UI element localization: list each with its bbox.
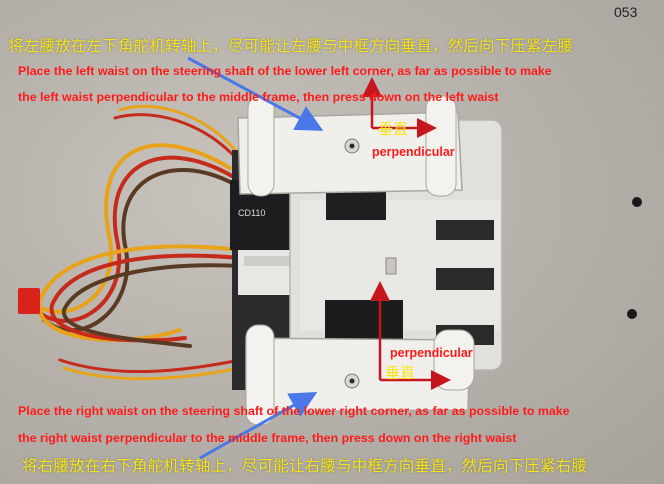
upper-perpendicular-label-chinese: 垂直 bbox=[378, 120, 409, 138]
upper-perpendicular-label-english: perpendicular bbox=[372, 145, 455, 159]
top-caption-english-line1: Place the left waist on the steering sha… bbox=[18, 64, 552, 78]
upper-blue-arrow bbox=[187, 56, 324, 131]
upper-perpendicular-arrows bbox=[362, 77, 437, 138]
lower-blue-arrow bbox=[199, 392, 318, 460]
lower-perpendicular-arrows bbox=[370, 281, 451, 390]
lower-perpendicular-label-english: perpendicular bbox=[390, 346, 473, 360]
bottom-caption-chinese: 将右腰放在右下角舵机转轴上，尽可能让右腰与中框方向垂直，然后向下压紧右腰 bbox=[22, 457, 588, 475]
servo-wires bbox=[28, 104, 242, 381]
top-caption-chinese: 将左腰放在左下角舵机转轴上，尽可能让左腰与中框方向垂直，然后向下压紧左腰 bbox=[8, 37, 574, 55]
capacitor-label: CD110 bbox=[238, 208, 265, 218]
screws bbox=[627, 197, 642, 319]
bottom-caption-english-line2: the right waist perpendicular to the mid… bbox=[18, 431, 517, 445]
top-caption-english-line2: the left waist perpendicular to the midd… bbox=[18, 90, 499, 104]
bottom-caption-english-line1: Place the right waist on the steering sh… bbox=[18, 404, 570, 418]
red-connector bbox=[18, 288, 40, 314]
frame-number: 053 bbox=[614, 4, 638, 20]
lower-perpendicular-label-chinese: 垂直 bbox=[385, 364, 416, 382]
left-waist-bracket bbox=[237, 95, 463, 197]
